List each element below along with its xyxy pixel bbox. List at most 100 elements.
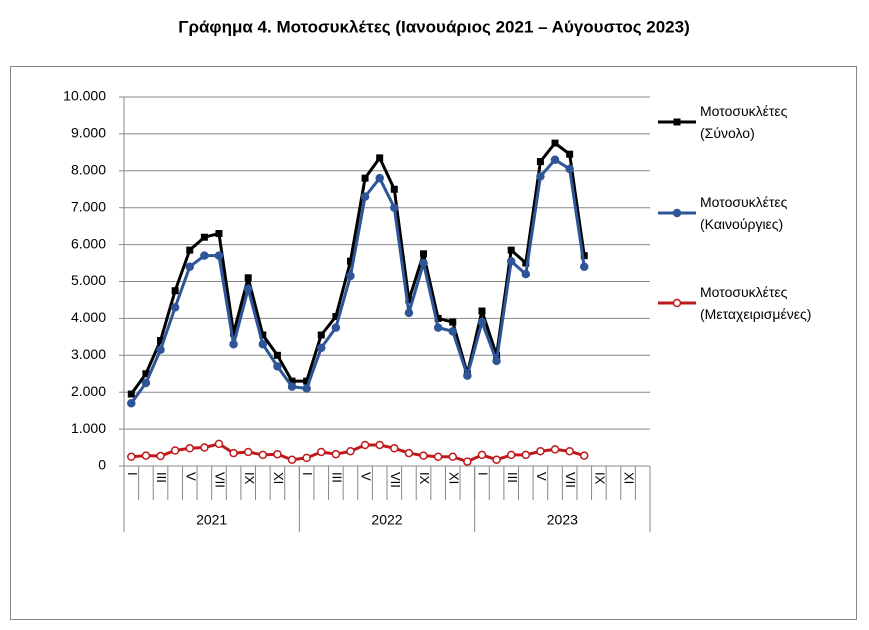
legend-label: Μοτοσυκλέτες (Καινούργιες) [700,194,788,232]
y-tick-label: 1.000 [71,420,106,436]
y-tick-label: 7.000 [71,198,106,214]
marker [463,457,472,466]
y-tick-label: 3.000 [71,346,106,362]
y-tick-label: 5.000 [71,272,106,288]
marker [127,399,136,408]
marker [142,370,150,378]
x-tick-label: III [154,472,169,483]
marker [536,158,544,166]
marker [566,150,574,158]
marker [390,444,399,453]
marker [448,327,457,336]
y-tick-label: 6.000 [71,235,106,251]
marker [258,450,268,460]
y-tick-label: 2.000 [71,383,106,399]
x-tick-label: VII [213,472,228,488]
marker [170,303,180,312]
x-tick-label: XI [271,472,286,484]
x-tick-label: XI [446,472,461,484]
marker [521,450,531,460]
marker [550,155,560,164]
marker [331,323,341,332]
x-tick-label: I [125,472,140,476]
x-tick-label: VII [563,472,578,488]
marker [171,287,179,295]
x-group-label: 2022 [371,512,402,528]
marker [156,345,165,355]
marker [317,447,326,457]
x-tick-label: I [300,472,315,476]
marker [404,308,414,318]
marker [243,447,253,457]
legend-swatch [658,298,696,308]
x-tick-label: V [183,472,198,481]
marker [215,230,223,238]
marker [536,446,545,456]
marker [214,251,224,260]
marker [229,448,238,458]
x-group-label: 2023 [547,512,578,528]
marker [477,450,487,460]
marker [141,451,151,460]
marker [506,256,516,266]
marker [672,298,682,308]
marker [565,446,574,456]
marker [580,262,589,271]
marker [449,318,457,326]
marker [302,453,311,463]
marker [506,450,516,460]
chart-border [10,66,857,620]
marker [127,390,135,398]
x-tick-label: IX [242,472,257,485]
marker [331,449,341,459]
legend-item: Μοτοσυκλέτες (Καινούργιες) [656,191,846,235]
marker [157,337,165,345]
marker [521,269,531,279]
marker [448,452,457,462]
marker [273,449,282,459]
marker [420,250,428,258]
marker [507,246,515,254]
marker [478,307,486,315]
x-tick-label: VII [388,472,403,488]
marker [375,173,384,183]
marker [259,331,267,339]
marker [404,448,414,458]
marker [375,440,384,450]
marker [346,257,354,265]
marker [229,339,238,349]
marker [477,317,487,327]
marker [550,445,560,454]
marker [492,455,501,464]
marker [287,382,297,391]
x-tick-label: V [534,472,549,481]
marker [200,443,209,452]
series-line [130,141,586,395]
marker [200,251,209,260]
marker [244,274,252,282]
legend-swatch [658,208,696,218]
x-tick-label: IX [417,472,432,485]
legend-label: Μοτοσυκλέτες (Σύνολο) [700,103,788,141]
marker [273,351,281,359]
marker [551,139,559,147]
marker [346,446,355,456]
marker [200,233,208,241]
marker [317,343,326,353]
marker [405,296,413,304]
marker [522,259,530,267]
marker [170,446,180,455]
marker [273,362,282,371]
x-tick-label: I [476,472,491,476]
marker [565,164,574,174]
legend-item: Μοτοσυκλέτες (Σύνολο) [656,100,846,144]
legend-label: Μοτοσυκλέτες (Μεταχειρισμένες) [700,284,812,322]
marker [317,331,325,339]
marker [536,172,545,181]
marker [156,451,165,461]
marker [390,185,398,193]
marker [463,371,472,380]
marker [186,246,194,254]
marker [346,271,355,281]
